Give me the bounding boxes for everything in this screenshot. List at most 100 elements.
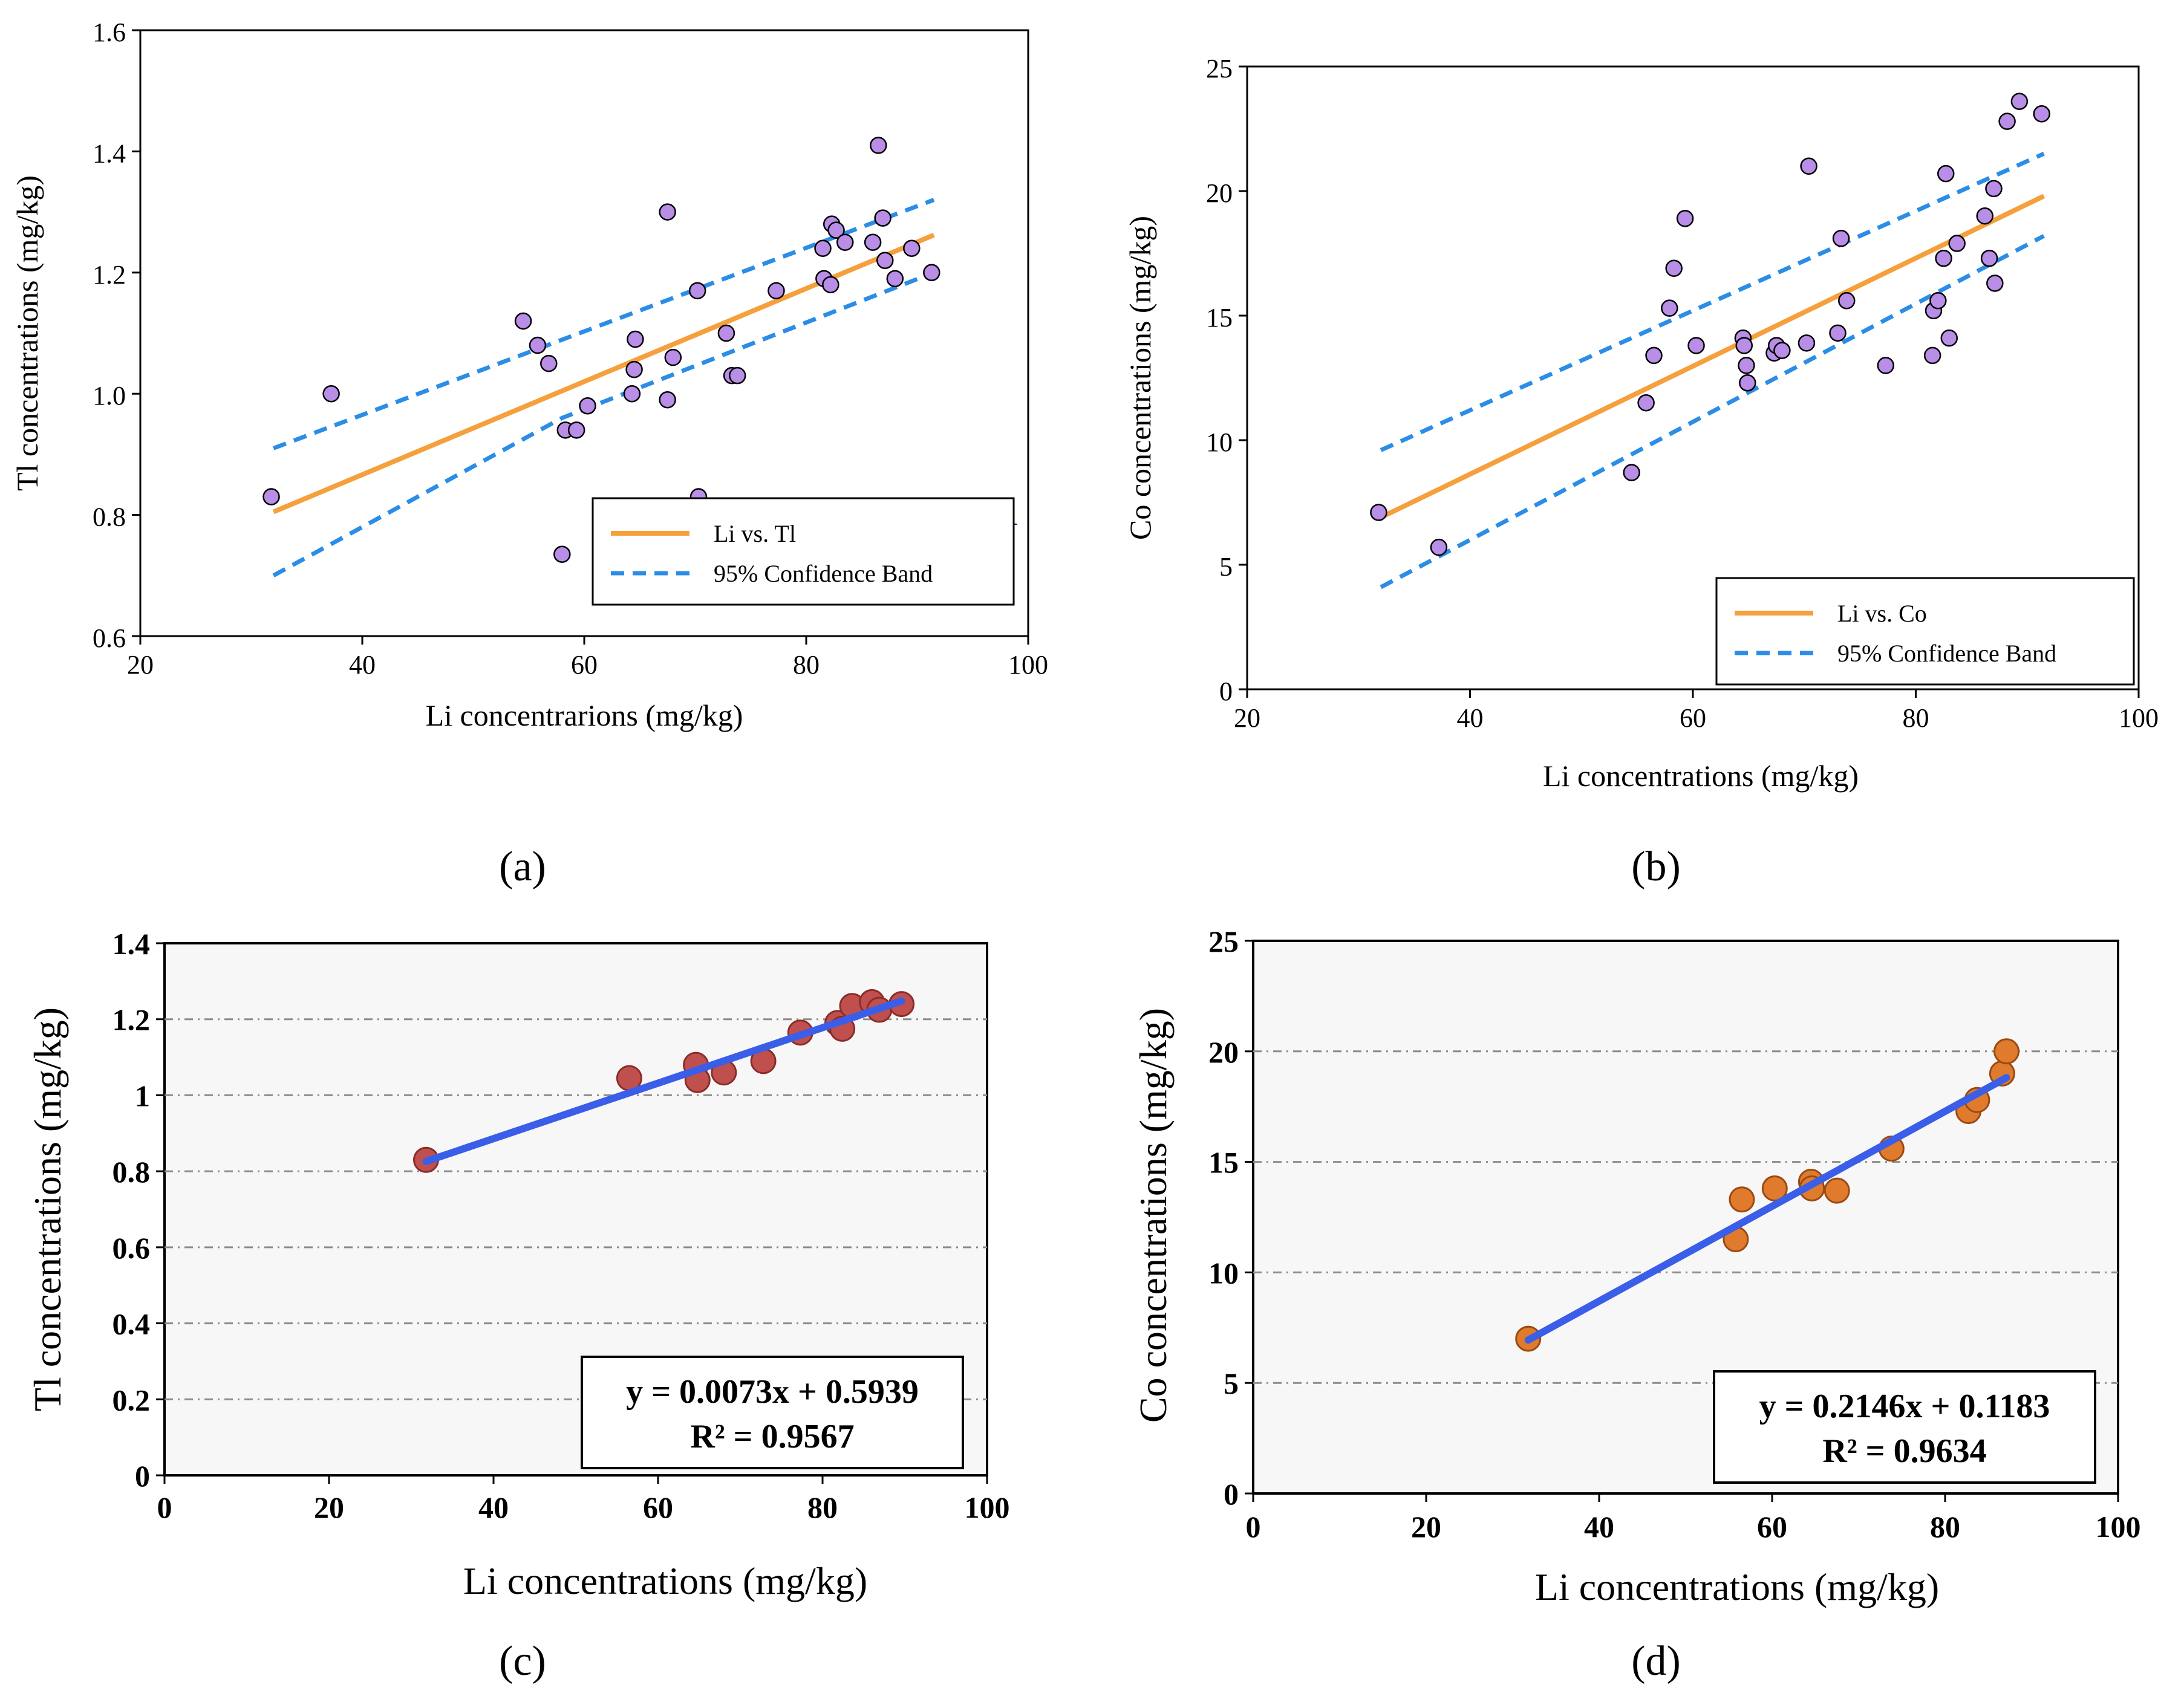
- x-tick-label: 0: [1246, 1510, 1261, 1544]
- data-point: [1798, 334, 1816, 352]
- x-tick-label: 40: [1584, 1510, 1614, 1544]
- data-point: [553, 545, 571, 563]
- equation-box-frame: [1713, 1370, 2096, 1484]
- legend: Li vs. Co 95% Confidence Band: [1715, 577, 2135, 686]
- x-tick-label: 40: [349, 650, 376, 680]
- data-point: [1735, 337, 1753, 354]
- data-point: [1940, 329, 1958, 347]
- data-point: [1661, 299, 1678, 317]
- panel-label: (b): [1631, 843, 1681, 890]
- y-tick-label: 0.6: [93, 623, 126, 653]
- data-point: [567, 421, 585, 439]
- x-tick-label: 20: [1411, 1510, 1441, 1544]
- panel-label: (a): [499, 843, 546, 890]
- data-point: [579, 397, 596, 415]
- data-point: [1687, 337, 1705, 354]
- data-point: [623, 385, 641, 403]
- regression-line: [1524, 1074, 2010, 1344]
- x-tick-label: 20: [314, 1490, 344, 1524]
- data-point: [1739, 374, 1756, 392]
- data-point: [1824, 1177, 1850, 1204]
- data-point: [322, 385, 340, 403]
- data-point: [1985, 180, 2003, 198]
- y-tick-label: 25: [1208, 924, 1239, 958]
- x-tick-label: 60: [1680, 703, 1706, 733]
- data-point: [1832, 230, 1850, 247]
- data-point: [1665, 259, 1683, 277]
- data-point: [1923, 346, 1941, 365]
- data-point: [627, 330, 644, 348]
- y-tick-label: 1: [135, 1079, 150, 1113]
- legend-box: [1715, 577, 2135, 686]
- data-point: [1929, 292, 1947, 310]
- y-tick-label: 0.2: [112, 1383, 151, 1417]
- x-tick-label: 60: [571, 650, 598, 680]
- legend-label-band: 95% Confidence Band: [1837, 640, 2056, 667]
- chart-a: 0.6 0.8 1.0 1.2 1.4 1.6 20 40 60 80 100 Li concentr…: [10, 18, 1048, 890]
- data-point: [262, 488, 280, 505]
- y-tick-label: 15: [1206, 303, 1233, 333]
- x-tick-label: 80: [807, 1490, 838, 1524]
- data-point: [1998, 112, 2016, 130]
- x-axis-label: Li concentrations (mg/kg): [1535, 1565, 1939, 1608]
- y-tick-label: 0: [1219, 677, 1233, 706]
- y-tick-label: 5: [1224, 1366, 1239, 1400]
- x-tick-label: 20: [1234, 703, 1260, 733]
- r-squared-text: R² = 0.9567: [690, 1418, 854, 1455]
- y-tick-label: 1.0: [93, 381, 126, 411]
- data-point: [1935, 249, 1952, 267]
- data-point: [1937, 164, 1955, 183]
- data-point: [827, 221, 845, 239]
- y-tick-label: 20: [1208, 1035, 1239, 1069]
- data-point: [874, 209, 892, 227]
- equation-box: y = 0.2146x + 0.1183 R² = 0.9634: [1713, 1370, 2096, 1484]
- data-point: [514, 312, 532, 330]
- y-tick-label: 0.8: [112, 1155, 151, 1189]
- data-point: [717, 324, 735, 342]
- y-axis-label: Tl concentrations (mg/kg): [26, 1007, 69, 1411]
- data-point: [1976, 207, 1993, 225]
- y-tick-label: 1.4: [93, 138, 126, 168]
- panel-label: (d): [1631, 1638, 1681, 1685]
- chart-b: 0 5 10 15 20 25 20 40 60 80 100 Li concentrations (…: [1123, 54, 2159, 890]
- data-point: [625, 360, 643, 379]
- data-point: [659, 203, 676, 221]
- data-point: [903, 239, 921, 257]
- equation-text: y = 0.2146x + 0.1183: [1759, 1388, 2050, 1425]
- data-point: [1993, 1038, 2020, 1065]
- y-axis-label: Co concentrations (mg/kg): [1123, 216, 1157, 540]
- y-tick-label: 5: [1219, 552, 1233, 582]
- y-tick-label: 1.2: [112, 1003, 151, 1037]
- legend-box: [592, 497, 1015, 606]
- y-tick-label: 25: [1206, 54, 1233, 83]
- data-point: [2010, 93, 2029, 110]
- data-point: [1829, 324, 1847, 342]
- data-point: [886, 270, 904, 288]
- x-tick-label: 80: [1903, 703, 1929, 733]
- regression-line: [422, 997, 905, 1165]
- chart-c: 0 0.2 0.4 0.6 0.8 1 1.2 1.4 0 20 40 60 80 100 Li conce…: [26, 927, 1010, 1685]
- data-point: [1430, 538, 1448, 556]
- data-point: [1877, 357, 1895, 374]
- x-tick-label: 80: [1930, 1510, 1960, 1544]
- confidence-band-lower: [1380, 234, 2045, 590]
- data-point: [1838, 292, 1856, 310]
- data-point: [864, 233, 882, 251]
- legend-label-fit: Li vs. Tl: [714, 520, 796, 547]
- x-tick-label: 80: [793, 650, 820, 680]
- data-point: [1773, 342, 1791, 359]
- y-axis-label: Co concentrations (mg/kg): [1132, 1008, 1175, 1423]
- legend-label-band: 95% Confidence Band: [714, 560, 933, 587]
- data-point: [1800, 157, 1817, 175]
- data-point: [822, 276, 839, 294]
- y-axis-label: Tl concentrations (mg/kg): [10, 175, 44, 491]
- y-tick-label: 0: [1224, 1477, 1239, 1511]
- data-point: [2033, 105, 2050, 123]
- legend: Li vs. Tl 95% Confidence Band: [592, 497, 1015, 606]
- data-point: [768, 282, 785, 300]
- panel-label: (c): [499, 1638, 546, 1685]
- y-tick-label: 0.4: [112, 1307, 151, 1341]
- data-point: [1738, 357, 1755, 374]
- data-point: [659, 391, 676, 409]
- data-point: [1948, 235, 1966, 252]
